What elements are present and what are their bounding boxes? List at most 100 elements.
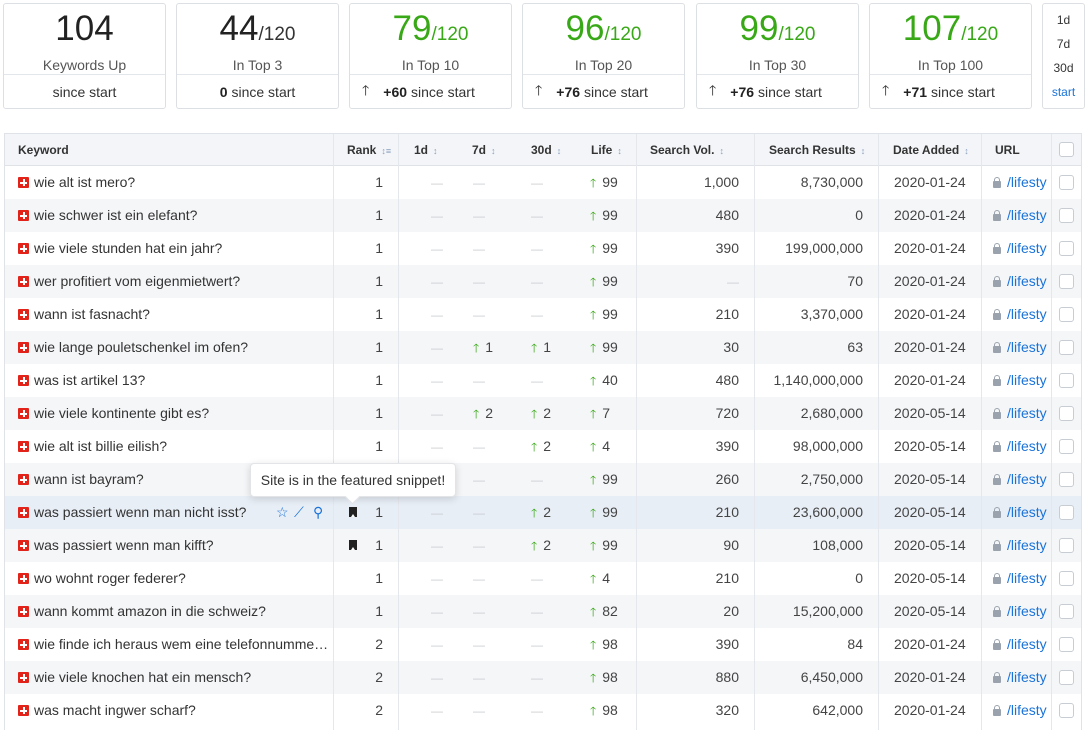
col-search-vol[interactable]: Search Vol. ↕ xyxy=(650,143,724,157)
rank-value: 1 xyxy=(375,405,383,421)
url-link[interactable]: /lifesty xyxy=(993,694,1053,727)
row-checkbox[interactable] xyxy=(1059,571,1074,586)
col-rank[interactable]: Rank ↕≡ xyxy=(347,143,392,157)
lock-icon xyxy=(993,210,1001,221)
table-row[interactable]: wie alt ist billie eilish? 1 — — 🡑 2 🡑 4 390 98,0… xyxy=(5,430,1081,463)
row-checkbox[interactable] xyxy=(1059,340,1074,355)
change-life: 🡑 7 xyxy=(590,405,611,421)
keyword-text[interactable]: wie viele knochen hat ein mensch? xyxy=(34,669,252,685)
row-checkbox[interactable] xyxy=(1059,274,1074,289)
table-row[interactable]: wie viele kontinente gibt es? 1 — 🡑 2 🡑 2 🡑 7 720… xyxy=(5,397,1081,430)
table-row[interactable]: wann kommt amazon in die schweiz? 1 — — — 🡑 82… xyxy=(5,595,1081,628)
col-search-results[interactable]: Search Results ↕ xyxy=(769,143,866,157)
keyword-text[interactable]: wie alt ist billie eilish? xyxy=(34,438,168,454)
keyword-text[interactable]: wie lange pouletschenkel im ofen? xyxy=(34,339,249,355)
keyword-text[interactable]: wie viele kontinente gibt es? xyxy=(34,405,210,421)
table-row[interactable]: was macht ingwer scharf? 2 — — — 🡑 98 320 642,00… xyxy=(5,694,1081,727)
row-checkbox[interactable] xyxy=(1059,703,1074,718)
rank-value: 1 xyxy=(375,504,383,520)
row-checkbox[interactable] xyxy=(1059,637,1074,652)
table-row[interactable]: wie alt ist mero? 1 — — — 🡑 99 1,000 8,730,000 20… xyxy=(5,166,1081,199)
keyword-text[interactable]: wer profitiert vom eigenmietwert? xyxy=(34,273,241,289)
table-row[interactable]: was passiert wenn man kifft? 1 — — 🡑 2 🡑 99 90 10… xyxy=(5,529,1081,562)
period-option-7d[interactable]: 7d xyxy=(1056,37,1071,51)
col-url[interactable]: URL xyxy=(995,143,1020,157)
arrow-up-icon: 🡑 xyxy=(531,440,538,454)
col-life[interactable]: Life ↕ xyxy=(591,143,622,157)
url-link[interactable]: /lifesty xyxy=(993,661,1053,694)
period-option-30d[interactable]: 30d xyxy=(1053,61,1074,75)
table-row[interactable]: wie viele stunden hat ein jahr? 1 — — — 🡑 99 39… xyxy=(5,232,1081,265)
url-link[interactable]: /lifesty xyxy=(993,628,1053,661)
table-row[interactable]: wie lange pouletschenkel im ofen? 1— 🡑 1 🡑 1 🡑… xyxy=(5,331,1081,364)
featured-snippet-icon[interactable] xyxy=(349,540,357,550)
table-row[interactable]: wo wohnt roger federer? 1 — — — 🡑 4 210 0 2020-05… xyxy=(5,562,1081,595)
table-row[interactable]: was passiert wenn man nicht isst? ☆ ⟋ ⚲ 1— — 🡑… xyxy=(5,496,1081,529)
period-option-1d[interactable]: 1d xyxy=(1056,13,1071,27)
url-link[interactable]: /lifesty xyxy=(993,166,1053,199)
col-keyword[interactable]: Keyword xyxy=(18,143,69,157)
date-added: 2020-05-14 xyxy=(894,537,966,553)
row-checkbox[interactable] xyxy=(1059,241,1074,256)
keyword-text[interactable]: wo wohnt roger federer? xyxy=(34,570,186,586)
col-1d[interactable]: 1d ↕ xyxy=(414,143,438,157)
row-checkbox[interactable] xyxy=(1059,208,1074,223)
keyword-text[interactable]: was passiert wenn man kifft? xyxy=(34,537,214,553)
table-row[interactable]: wie viele knochen hat ein mensch? 2 — — — 🡑 98… xyxy=(5,661,1081,694)
sort-icon: ↕ xyxy=(719,146,724,156)
swiss-flag-icon xyxy=(18,309,29,320)
url-link[interactable]: /lifesty xyxy=(993,430,1053,463)
keyword-text[interactable]: wann kommt amazon in die schweiz? xyxy=(34,603,266,619)
url-link[interactable]: /lifesty xyxy=(993,463,1053,496)
col-7d[interactable]: 7d ↕ xyxy=(472,143,496,157)
url-link[interactable]: /lifesty xyxy=(993,397,1053,430)
change-1d: — xyxy=(431,275,443,289)
row-checkbox[interactable] xyxy=(1059,439,1074,454)
url-link[interactable]: /lifesty xyxy=(993,232,1053,265)
table-row[interactable]: was ist artikel 13? 1 — — — 🡑 40 480 1,140,000,0… xyxy=(5,364,1081,397)
row-checkbox[interactable] xyxy=(1059,505,1074,520)
row-checkbox[interactable] xyxy=(1059,406,1074,421)
url-link[interactable]: /lifesty xyxy=(993,265,1053,298)
select-all-checkbox[interactable] xyxy=(1059,142,1074,157)
table-row[interactable]: wann ist fasnacht? 1 — — — 🡑 99 210 3,370,000 202… xyxy=(5,298,1081,331)
table-row[interactable]: wann ist bayram?———🡑992602,750,0002020-0… xyxy=(5,463,1081,496)
row-checkbox[interactable] xyxy=(1059,472,1074,487)
star-icon[interactable]: ☆ xyxy=(276,504,289,520)
change-30d: — xyxy=(531,605,543,619)
keyword-text[interactable]: was macht ingwer scharf? xyxy=(34,702,196,718)
keyword-text[interactable]: wie alt ist mero? xyxy=(34,174,136,190)
table-row[interactable]: wie schwer ist ein elefant? 1 — — — 🡑 99 480 0 20… xyxy=(5,199,1081,232)
row-checkbox[interactable] xyxy=(1059,175,1074,190)
row-checkbox[interactable] xyxy=(1059,307,1074,322)
table-row[interactable]: wie finde ich heraus wem eine telefonnum… xyxy=(5,628,1081,661)
url-link[interactable]: /lifesty xyxy=(993,496,1053,529)
date-added: 2020-01-24 xyxy=(894,207,966,223)
change-30d: — xyxy=(531,308,543,322)
row-checkbox[interactable] xyxy=(1059,604,1074,619)
arrow-up-icon: 🡑 xyxy=(882,82,890,98)
url-link[interactable]: /lifesty xyxy=(993,331,1053,364)
row-checkbox[interactable] xyxy=(1059,373,1074,388)
url-link[interactable]: /lifesty xyxy=(993,298,1053,331)
keyword-text[interactable]: was ist artikel 13? xyxy=(34,372,146,388)
chart-icon[interactable]: ⟋ xyxy=(294,504,304,520)
url-link[interactable]: /lifesty xyxy=(993,562,1053,595)
url-link[interactable]: /lifesty xyxy=(993,529,1053,562)
row-checkbox[interactable] xyxy=(1059,670,1074,685)
period-option-start[interactable]: start xyxy=(1051,85,1076,99)
col-date-added[interactable]: Date Added ↕ xyxy=(893,143,969,157)
col-30d[interactable]: 30d ↕ xyxy=(531,143,562,157)
search-icon[interactable]: ⚲ xyxy=(313,504,324,520)
url-link[interactable]: /lifesty xyxy=(993,364,1053,397)
keyword-text[interactable]: wie schwer ist ein elefant? xyxy=(34,207,198,223)
url-link[interactable]: /lifesty xyxy=(993,199,1053,232)
keyword-text[interactable]: wie viele stunden hat ein jahr? xyxy=(34,240,223,256)
keyword-text[interactable]: wie finde ich heraus wem eine telefonnum… xyxy=(34,636,332,652)
featured-snippet-icon[interactable] xyxy=(349,507,357,517)
change-life: 🡑 99 xyxy=(590,306,618,322)
table-row[interactable]: wer profitiert vom eigenmietwert? 1 — — — 🡑 99… xyxy=(5,265,1081,298)
url-link[interactable]: /lifesty xyxy=(993,595,1053,628)
row-checkbox[interactable] xyxy=(1059,538,1074,553)
keyword-text[interactable]: wann ist fasnacht? xyxy=(34,306,150,322)
